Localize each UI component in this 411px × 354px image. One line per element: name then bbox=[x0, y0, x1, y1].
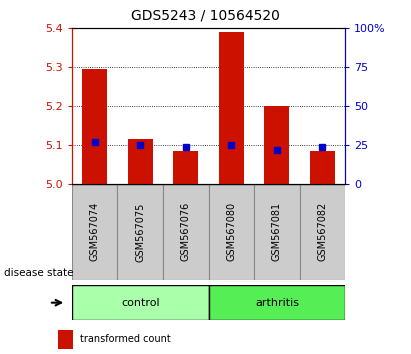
Text: GSM567080: GSM567080 bbox=[226, 202, 236, 262]
Text: arthritis: arthritis bbox=[255, 298, 299, 308]
Text: GSM567081: GSM567081 bbox=[272, 202, 282, 262]
Text: GSM567074: GSM567074 bbox=[90, 202, 100, 262]
Bar bbox=[173, 151, 199, 184]
Text: GDS5243 / 10564520: GDS5243 / 10564520 bbox=[131, 9, 280, 23]
Bar bbox=[209, 184, 254, 280]
Bar bbox=[58, 330, 74, 349]
Bar bbox=[82, 69, 107, 184]
Bar bbox=[254, 184, 300, 280]
Bar bbox=[209, 285, 345, 320]
Bar bbox=[264, 106, 289, 184]
Text: GSM567075: GSM567075 bbox=[135, 202, 145, 262]
Bar bbox=[118, 184, 163, 280]
Bar bbox=[128, 139, 153, 184]
Bar bbox=[219, 32, 244, 184]
Text: GSM567082: GSM567082 bbox=[317, 202, 328, 262]
Bar bbox=[72, 285, 209, 320]
Bar bbox=[300, 184, 345, 280]
Bar bbox=[72, 184, 118, 280]
Bar bbox=[310, 151, 335, 184]
Bar bbox=[163, 184, 209, 280]
Text: disease state: disease state bbox=[4, 268, 73, 278]
Text: transformed count: transformed count bbox=[80, 335, 171, 344]
Text: GSM567076: GSM567076 bbox=[181, 202, 191, 262]
Text: control: control bbox=[121, 298, 159, 308]
